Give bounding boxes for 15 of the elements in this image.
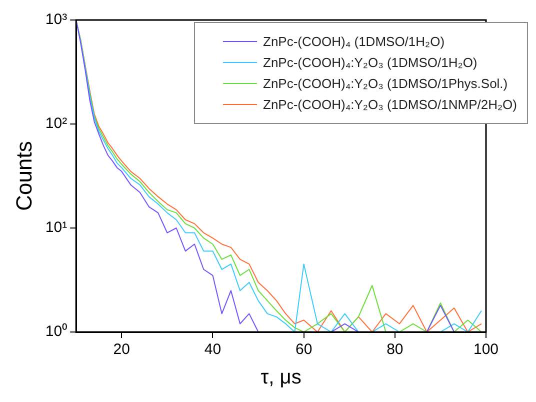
x-tick-label: 80 bbox=[386, 341, 404, 358]
legend-label: ZnPc-(COOH)₄ (1DMSO/1H₂O) bbox=[263, 34, 445, 49]
y-tick-label: 10² bbox=[45, 115, 68, 132]
y-tick-label: 10¹ bbox=[45, 219, 68, 236]
legend-label: ZnPc-(COOH)₄:Y₂O₃ (1DMSO/1NMP/2H₂O) bbox=[263, 97, 517, 112]
legend-label: ZnPc-(COOH)₄:Y₂O₃ (1DMSO/1Phys.Sol.) bbox=[263, 76, 508, 91]
y-axis-title: Counts bbox=[11, 141, 36, 211]
x-tick-label: 100 bbox=[473, 341, 499, 358]
x-tick-label: 40 bbox=[204, 341, 222, 358]
legend-label: ZnPc-(COOH)₄:Y₂O₃ (1DMSO/1H₂O) bbox=[263, 55, 478, 70]
y-tick-label: 10³ bbox=[45, 11, 68, 28]
x-tick-label: 20 bbox=[113, 341, 130, 358]
x-axis-title: τ, μs bbox=[260, 366, 302, 389]
x-tick-label: 60 bbox=[295, 341, 312, 358]
y-tick-label: 10⁰ bbox=[45, 323, 68, 340]
